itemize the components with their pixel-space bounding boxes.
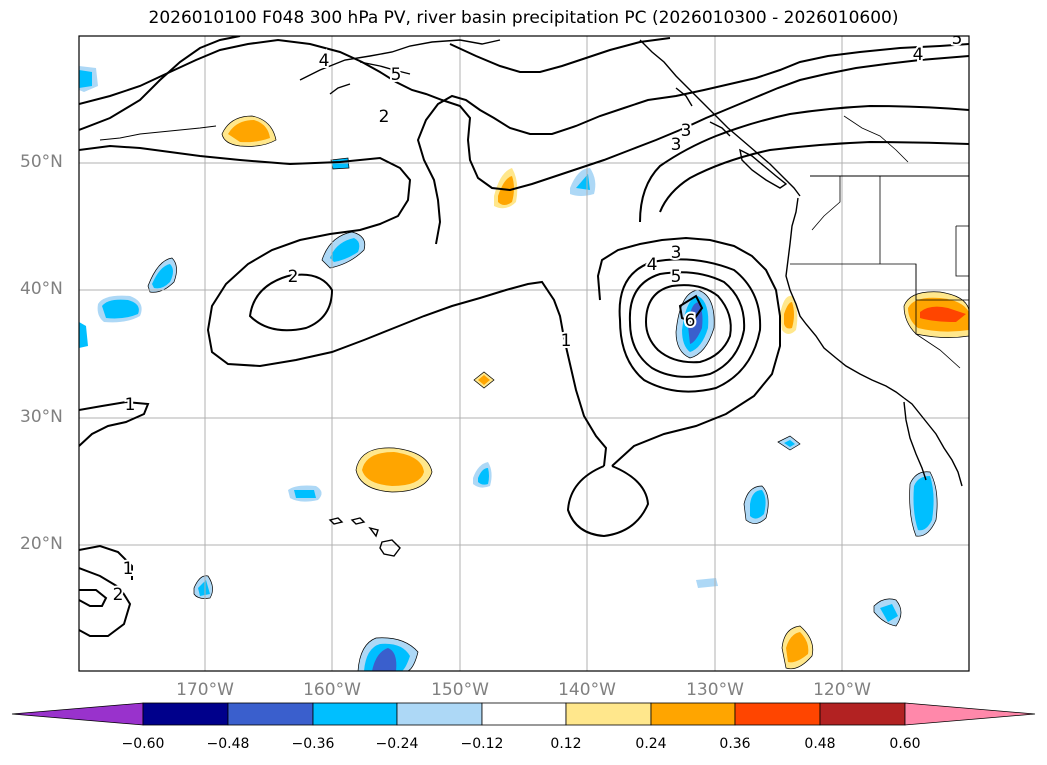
precip-blob [152, 264, 173, 289]
colorbar-tick: −0.24 [375, 736, 419, 752]
precip-blob [478, 468, 489, 485]
colorbar-tick: 0.48 [804, 736, 836, 752]
colorbar-cell [142, 702, 229, 726]
lon-label-170w: 170°W [176, 680, 234, 700]
precip-outlines [147, 115, 969, 671]
contour-label: 3 [671, 135, 682, 155]
precip-blob [198, 580, 210, 596]
colorbar-tick: −0.36 [291, 736, 335, 752]
colorbar-tick: −0.12 [460, 736, 504, 752]
precip-blob [478, 375, 490, 385]
precip-blob [784, 302, 794, 329]
coastlines [99, 39, 969, 557]
contour-label: 5 [952, 29, 963, 49]
precip-blob [294, 490, 316, 498]
contour-label: 2 [288, 267, 299, 287]
contour-label: 1 [125, 395, 136, 415]
contour-label: 1 [123, 559, 134, 579]
precip-blob [920, 306, 966, 322]
colorbar-tick: 0.60 [889, 736, 921, 752]
precip-blob [880, 604, 898, 622]
colorbar-cell [565, 702, 652, 726]
contour-label: 4 [913, 45, 924, 65]
lon-label-140w: 140°W [558, 680, 616, 700]
map-frame [78, 35, 970, 672]
contour-label: 4 [319, 51, 330, 71]
lat-label-20n: 20°N [20, 534, 63, 554]
contour-label: 3 [681, 121, 692, 141]
colorbar-tick: −0.60 [121, 736, 165, 752]
colorbar-extend-max [904, 702, 1036, 726]
precip-shading [79, 66, 969, 671]
precip-blob [784, 440, 795, 447]
precip-blob [786, 632, 809, 663]
precip-blob [79, 322, 88, 348]
precip-blob [228, 120, 270, 143]
pv-contours [79, 36, 969, 637]
colorbar-cell [819, 702, 906, 726]
colorbar-tick: −0.48 [206, 736, 250, 752]
precip-blob [330, 238, 360, 262]
colorbar-tick: 0.12 [550, 736, 582, 752]
contour-label: 1 [561, 331, 572, 351]
lon-label-120w: 120°W [813, 680, 871, 700]
gridlines [79, 36, 969, 671]
lat-label-40n: 40°N [20, 279, 63, 299]
colorbar [11, 702, 1036, 726]
lat-label-30n: 30°N [20, 407, 63, 427]
contour-label: 3 [671, 243, 682, 263]
contour-label: 5 [391, 65, 402, 85]
contour-label: 2 [113, 585, 124, 605]
lon-label-130w: 130°W [686, 680, 744, 700]
colorbar-cell [396, 702, 483, 726]
colorbar-extend-min [11, 702, 144, 726]
contour-labels: 1 1 1 2 2 2 3 3 3 4 4 4 5 5 5 6 [111, 29, 965, 607]
precip-blob [750, 490, 766, 519]
colorbar-tick: 0.24 [635, 736, 667, 752]
colorbar-cell [734, 702, 821, 726]
colorbar-cell [312, 702, 398, 726]
lon-label-160w: 160°W [303, 680, 361, 700]
map-area: 1 1 1 2 2 2 3 3 3 4 4 4 5 5 5 6 [79, 29, 969, 671]
map-title: 2026010100 F048 300 hPa PV, river basin … [148, 8, 899, 28]
colorbar-tick: 0.36 [719, 736, 751, 752]
precip-blob [696, 578, 718, 588]
contour-label: 5 [671, 267, 682, 287]
contour-label: 6 [685, 311, 696, 331]
contour-label: 4 [647, 255, 658, 275]
precip-blob [913, 476, 934, 531]
colorbar-cell [227, 702, 314, 726]
precip-blob [102, 299, 139, 319]
precip-blob [372, 648, 397, 671]
precip-blob [362, 452, 424, 486]
precip-blob [79, 70, 92, 88]
colorbar-cell [481, 702, 567, 726]
lat-label-50n: 50°N [20, 152, 63, 172]
colorbar-cell [650, 702, 736, 726]
contour-label: 2 [379, 107, 390, 127]
lon-label-150w: 150°W [431, 680, 489, 700]
